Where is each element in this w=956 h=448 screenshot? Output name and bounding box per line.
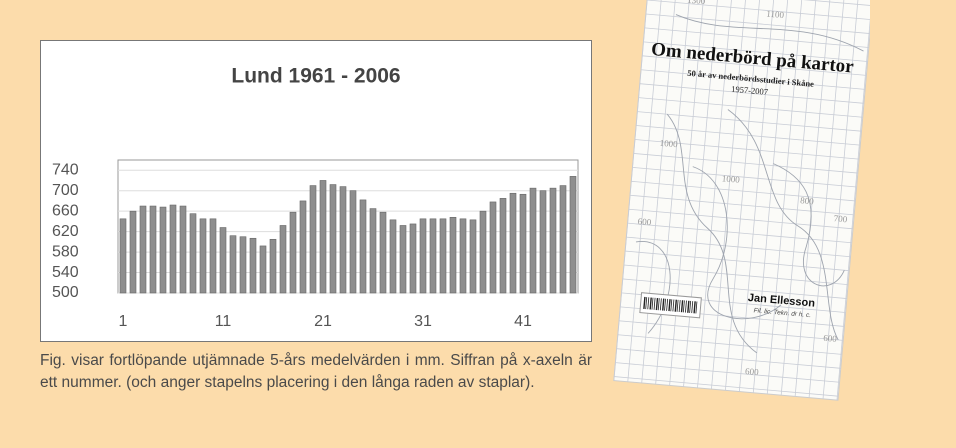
bar (470, 220, 476, 293)
y-tick-label: 700 (52, 182, 79, 199)
bar (350, 191, 356, 293)
bar (380, 212, 386, 293)
bar (360, 200, 366, 293)
bar (510, 193, 516, 293)
bar (150, 206, 156, 293)
bar (270, 239, 276, 293)
bar (220, 228, 226, 293)
bar (260, 246, 266, 293)
bar (290, 212, 296, 293)
bar (520, 194, 526, 293)
x-tick-label: 41 (514, 313, 532, 330)
caption: Fig. visar fortlöpande utjämnade 5-års m… (40, 350, 592, 394)
page: Lund 1961 - 2006 50054058062066070074011… (0, 0, 956, 448)
y-tick-label: 540 (52, 264, 79, 281)
bar (330, 185, 336, 293)
map-label: 800 (800, 195, 815, 206)
x-tick-label: 31 (414, 313, 432, 330)
bar (280, 225, 286, 293)
bar (540, 191, 546, 293)
x-tick-label: 21 (314, 313, 332, 330)
y-tick-label: 580 (52, 243, 79, 260)
bar (170, 205, 176, 293)
bar (210, 219, 216, 293)
bar (430, 219, 436, 293)
bar (400, 225, 406, 293)
map-label: 600 (823, 333, 838, 344)
x-tick-label: 11 (215, 313, 232, 330)
bar (410, 224, 416, 293)
map-label: 600 (637, 216, 652, 227)
y-tick-label: 660 (52, 202, 79, 219)
bar (560, 186, 566, 293)
bar (130, 211, 136, 293)
bar (230, 236, 236, 293)
map-label: 1000 (659, 138, 678, 150)
bar (420, 219, 426, 293)
x-tick-label: 1 (119, 313, 128, 330)
bar (200, 219, 206, 293)
bar (240, 237, 246, 293)
bar (320, 180, 326, 293)
map-label: 700 (833, 213, 848, 224)
bar (140, 206, 146, 293)
bar (570, 176, 576, 293)
map-label: 600 (745, 366, 760, 377)
bar (500, 198, 506, 293)
bar (370, 209, 376, 293)
bar (340, 187, 346, 293)
bar (450, 217, 456, 293)
y-tick-label: 740 (52, 161, 79, 178)
chart-title: Lund 1961 - 2006 (231, 65, 400, 88)
bar (490, 202, 496, 293)
bar (460, 219, 466, 293)
bar (180, 206, 186, 293)
bar (300, 201, 306, 293)
bar (310, 186, 316, 293)
bar (160, 207, 166, 293)
map-label: 1000 (721, 173, 740, 185)
bar (550, 188, 556, 293)
bar (440, 219, 446, 293)
bar (390, 220, 396, 293)
y-tick-label: 500 (52, 284, 79, 301)
book-cover: 1300110010001000800700600600600 Om neder… (600, 0, 870, 448)
bar (530, 188, 536, 293)
bar (480, 211, 486, 293)
bar (250, 238, 256, 293)
map-label: 1100 (766, 9, 785, 21)
bar (120, 219, 126, 293)
bar (190, 214, 196, 293)
y-tick-label: 620 (52, 223, 79, 240)
